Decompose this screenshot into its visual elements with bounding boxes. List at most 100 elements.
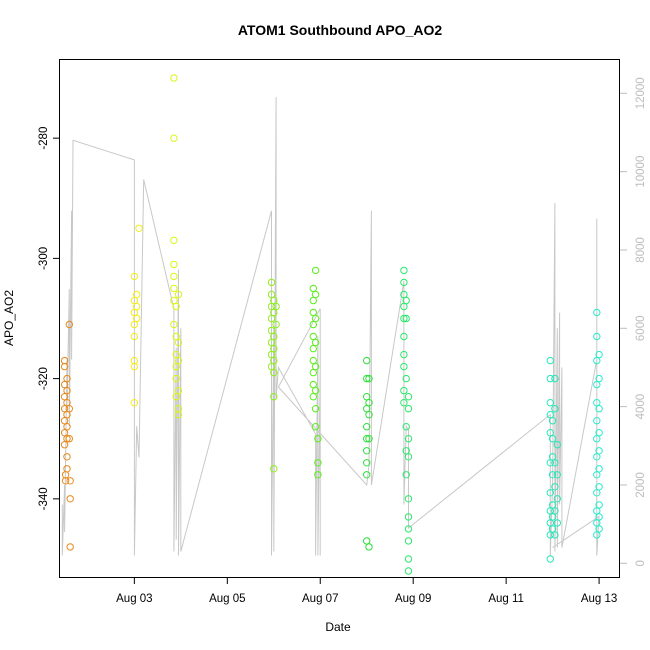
plot-frame — [59, 59, 620, 578]
y2-tick-label: 12000 — [635, 77, 647, 109]
data-point — [363, 393, 371, 401]
data-point — [172, 374, 180, 383]
data-point — [548, 435, 557, 443]
data-point — [546, 399, 554, 407]
data-point — [363, 471, 371, 479]
data-point — [553, 471, 561, 479]
data-point — [311, 386, 320, 395]
chart-title: ATOM1 Southbound APO_AO2 — [238, 22, 443, 38]
data-point — [551, 483, 559, 491]
data-point — [553, 519, 561, 527]
data-point — [272, 302, 280, 311]
data-point — [270, 368, 278, 377]
y-tick-label: -300 — [38, 247, 50, 270]
data-point — [400, 278, 408, 287]
data-point — [593, 308, 601, 317]
data-point — [174, 338, 183, 347]
data-point — [595, 374, 603, 383]
data-point — [404, 495, 413, 503]
data-point — [365, 435, 373, 443]
data-point — [174, 356, 183, 365]
data-point — [63, 423, 71, 431]
data-point — [404, 453, 413, 461]
data-point — [402, 296, 410, 305]
data-point — [400, 314, 408, 323]
data-point — [402, 374, 410, 383]
y-tick-label: -340 — [38, 487, 50, 510]
data-point — [363, 537, 371, 545]
data-point — [65, 405, 74, 413]
data-point — [363, 459, 371, 467]
data-point — [314, 435, 322, 443]
y-tick-label: -320 — [38, 367, 50, 390]
data-point — [170, 74, 178, 82]
data-point — [309, 308, 317, 317]
data-point — [595, 405, 603, 413]
data-point — [548, 417, 557, 425]
data-point — [172, 302, 180, 311]
secondary-line-layer — [61, 97, 600, 556]
data-point — [66, 543, 74, 551]
data-point — [66, 495, 74, 503]
data-point — [60, 417, 69, 425]
x-tick-label: Aug 07 — [302, 593, 338, 605]
data-point — [309, 368, 317, 377]
data-point — [174, 386, 183, 395]
data-point — [60, 441, 69, 449]
data-point — [174, 290, 183, 299]
data-point — [314, 459, 322, 467]
x-tick-label: Aug 05 — [209, 593, 245, 605]
data-point — [270, 332, 278, 341]
y2-tick-label: 2000 — [635, 472, 647, 498]
data-point — [309, 296, 317, 305]
data-point — [551, 507, 559, 515]
x-tick-label: Aug 11 — [488, 593, 524, 605]
data-point — [404, 525, 413, 533]
secondary-series-line — [61, 97, 600, 556]
data-point — [272, 320, 280, 329]
data-point — [553, 495, 561, 503]
data-point — [65, 435, 74, 443]
data-point — [402, 471, 410, 479]
data-point — [400, 362, 408, 371]
y2-tick-label: 8000 — [635, 237, 647, 263]
data-point — [365, 543, 373, 551]
data-point — [365, 374, 373, 383]
data-point — [270, 465, 278, 473]
data-point — [365, 411, 373, 419]
data-point — [363, 435, 371, 443]
data-point — [400, 266, 408, 275]
data-point — [365, 399, 373, 407]
data-point — [172, 393, 180, 401]
data-point — [402, 314, 410, 323]
data-point — [404, 405, 413, 413]
data-point — [309, 332, 317, 341]
data-point — [400, 332, 408, 341]
data-point — [363, 447, 371, 455]
data-point — [546, 356, 554, 365]
data-point — [311, 314, 320, 323]
data-point — [593, 417, 601, 425]
y2-tick-label: 6000 — [635, 315, 647, 341]
x-axis-label: Date — [325, 620, 351, 634]
data-point — [133, 290, 141, 299]
y2-tick-label: 10000 — [635, 156, 647, 188]
x-tick-label: Aug 13 — [581, 593, 617, 605]
data-point — [170, 272, 178, 281]
data-point — [404, 393, 413, 401]
data-point — [402, 423, 410, 431]
data-point — [404, 555, 413, 563]
data-point — [133, 314, 141, 323]
data-point — [595, 350, 603, 359]
data-point — [63, 435, 71, 443]
data-point — [65, 320, 74, 329]
data-point — [400, 350, 408, 359]
data-point — [400, 399, 408, 407]
y-axis-label: APO_AO2 — [2, 290, 16, 346]
data-point — [363, 374, 371, 383]
data-point — [363, 405, 371, 413]
data-point — [130, 362, 139, 371]
data-point — [130, 399, 139, 407]
data-point — [135, 224, 143, 233]
